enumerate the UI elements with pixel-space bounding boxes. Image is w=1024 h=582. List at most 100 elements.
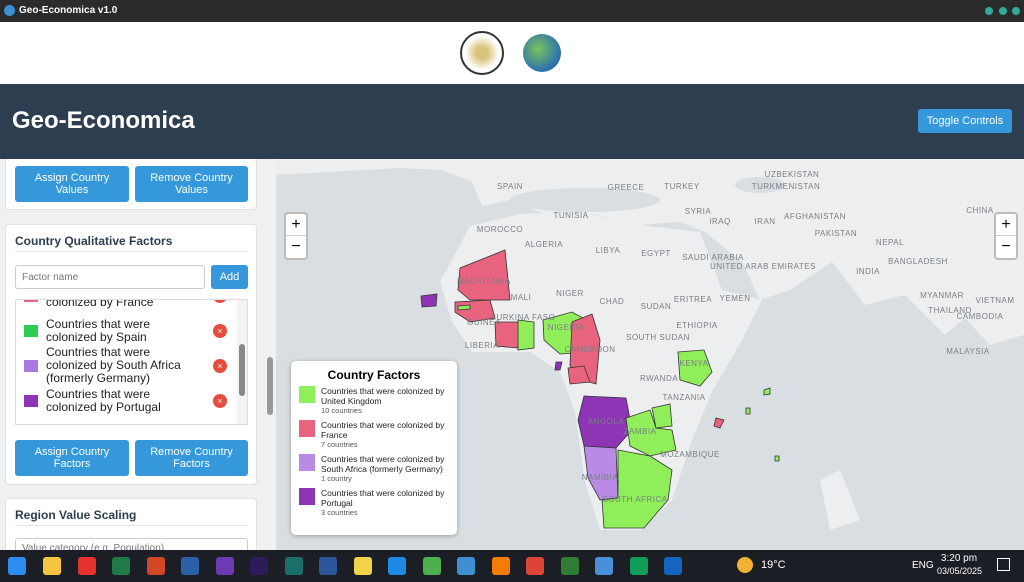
map-label: SUDAN bbox=[641, 302, 672, 311]
app-icon[interactable] bbox=[147, 557, 165, 575]
map-label: ANGOLA bbox=[588, 417, 625, 426]
app-icon[interactable] bbox=[78, 557, 96, 575]
add-button[interactable]: Add bbox=[211, 265, 248, 289]
zoom-control: + − bbox=[994, 212, 1018, 260]
map-label: BANGLADESH bbox=[888, 257, 948, 266]
header-title: Geo-Economica bbox=[12, 107, 195, 135]
notifications[interactable] bbox=[997, 558, 1010, 571]
app-icon[interactable] bbox=[112, 557, 130, 575]
legend-count: 1 country bbox=[321, 474, 446, 484]
zoom-in[interactable]: + bbox=[286, 214, 306, 236]
map-label: INDIA bbox=[856, 267, 880, 276]
legend-text: Countries that were colonized by France7… bbox=[321, 420, 446, 450]
clock[interactable]: 3:20 pm 03/05/2025 bbox=[937, 553, 981, 576]
map-label: GUINEA bbox=[467, 318, 501, 327]
weather-icon bbox=[737, 557, 753, 573]
close[interactable] bbox=[1012, 7, 1020, 15]
minimize[interactable] bbox=[985, 7, 993, 15]
sidebar-scrollbar[interactable] bbox=[264, 159, 276, 550]
remove-factor[interactable]: × bbox=[213, 359, 227, 373]
map-label: SYRIA bbox=[685, 207, 712, 216]
map-label: CAMEROON bbox=[564, 345, 615, 354]
panel-title: Country Qualitative Factors bbox=[15, 234, 172, 248]
factor-label: Countries that were colonized by France bbox=[46, 299, 191, 309]
app-icon bbox=[4, 5, 15, 16]
window-title: Geo-Economica v1.0 bbox=[19, 5, 117, 16]
map-label: TURKEY bbox=[664, 182, 700, 191]
map-label: CHINA bbox=[966, 206, 994, 215]
app-icon[interactable] bbox=[319, 557, 337, 575]
assign-values[interactable]: Assign Country Values bbox=[15, 166, 129, 202]
map-label: YEMEN bbox=[720, 294, 751, 303]
app-icon[interactable] bbox=[354, 557, 372, 575]
map-label: ALGERIA bbox=[525, 240, 563, 249]
map-label: LIBYA bbox=[596, 246, 621, 255]
map-label: MYANMAR bbox=[920, 291, 964, 300]
category-input[interactable]: Value category (e.g. Population) bbox=[15, 538, 248, 550]
factor-swatch bbox=[24, 299, 38, 302]
logo-globe bbox=[523, 34, 561, 72]
temperature[interactable]: 19°C bbox=[761, 559, 786, 571]
map-label: NIGERIA bbox=[548, 323, 585, 332]
legend: Country Factors Countries that were colo… bbox=[291, 361, 457, 535]
remove-factor[interactable]: × bbox=[213, 394, 227, 408]
legend-item: Countries that were colonized by France7… bbox=[299, 420, 457, 450]
zoom-out[interactable]: − bbox=[996, 236, 1016, 258]
remove-factors[interactable]: Remove Country Factors bbox=[135, 440, 248, 476]
map-label: NAMIBIA bbox=[582, 473, 619, 482]
app-icon[interactable] bbox=[43, 557, 61, 575]
app-icon[interactable] bbox=[457, 557, 475, 575]
map-label: ETHIOPIA bbox=[676, 321, 718, 330]
remove-factor[interactable]: × bbox=[213, 324, 227, 338]
map-label: EGYPT bbox=[641, 249, 671, 258]
remove-values[interactable]: Remove Country Values bbox=[135, 166, 248, 202]
scrollbar[interactable] bbox=[237, 300, 247, 424]
legend-count: 10 countries bbox=[321, 406, 446, 416]
sidebar: Assign Country Values Remove Country Val… bbox=[0, 159, 276, 550]
toggle-controls[interactable]: Toggle Controls bbox=[918, 109, 1012, 133]
zoom-in[interactable]: + bbox=[996, 214, 1016, 236]
remove-factor[interactable]: × bbox=[213, 299, 227, 303]
app-icon[interactable] bbox=[630, 557, 648, 575]
legend-item: Countries that were colonized by Portuga… bbox=[299, 488, 457, 518]
app-icon[interactable] bbox=[216, 557, 234, 575]
values-panel: Assign Country Values Remove Country Val… bbox=[5, 159, 257, 210]
legend-title: Country Factors bbox=[291, 368, 457, 382]
map-label: CHAD bbox=[600, 297, 625, 306]
maximize[interactable] bbox=[999, 7, 1007, 15]
app-icon[interactable] bbox=[181, 557, 199, 575]
app-icon[interactable] bbox=[595, 557, 613, 575]
map-label: SAUDI ARABIA bbox=[682, 253, 744, 262]
map-label: TANZANIA bbox=[663, 393, 706, 402]
zoom-out[interactable]: − bbox=[286, 236, 306, 258]
map-label: ZAMBIA bbox=[624, 427, 657, 436]
map-label: UZBEKISTAN bbox=[765, 170, 820, 179]
map-label: UNITED ARAB EMIRATES bbox=[710, 262, 816, 271]
app-icon[interactable] bbox=[664, 557, 682, 575]
header: Geo-Economica Toggle Controls bbox=[0, 84, 1024, 159]
app-icon[interactable] bbox=[388, 557, 406, 575]
map[interactable]: SPAINGREECETURKEYUZBEKISTANTURKMENISTANT… bbox=[276, 159, 1024, 550]
language[interactable]: ENG bbox=[912, 560, 934, 571]
factor-list: Countries that were colonized by France ×… bbox=[15, 299, 248, 425]
legend-swatch bbox=[299, 454, 315, 471]
app-icon[interactable] bbox=[561, 557, 579, 575]
map-label: SOUTH AFRICA bbox=[602, 495, 667, 504]
factor-input[interactable]: Factor name bbox=[15, 265, 205, 289]
map-label: MALI bbox=[511, 293, 532, 302]
app-icon[interactable] bbox=[526, 557, 544, 575]
date: 03/05/2025 bbox=[937, 566, 981, 576]
start-button[interactable] bbox=[8, 557, 26, 575]
map-label: GREECE bbox=[608, 183, 645, 192]
app-icon[interactable] bbox=[250, 557, 268, 575]
map-label: MAURITANIA bbox=[457, 277, 511, 286]
map-label: MOZAMBIQUE bbox=[660, 450, 720, 459]
legend-count: 3 countries bbox=[321, 508, 446, 518]
factors-panel: Country Qualitative Factors Factor name … bbox=[5, 224, 257, 485]
app-icon[interactable] bbox=[492, 557, 510, 575]
legend-label: Countries that were colonized by United … bbox=[321, 386, 446, 406]
app-icon[interactable] bbox=[423, 557, 441, 575]
assign-factors[interactable]: Assign Country Factors bbox=[15, 440, 129, 476]
app-icon[interactable] bbox=[285, 557, 303, 575]
